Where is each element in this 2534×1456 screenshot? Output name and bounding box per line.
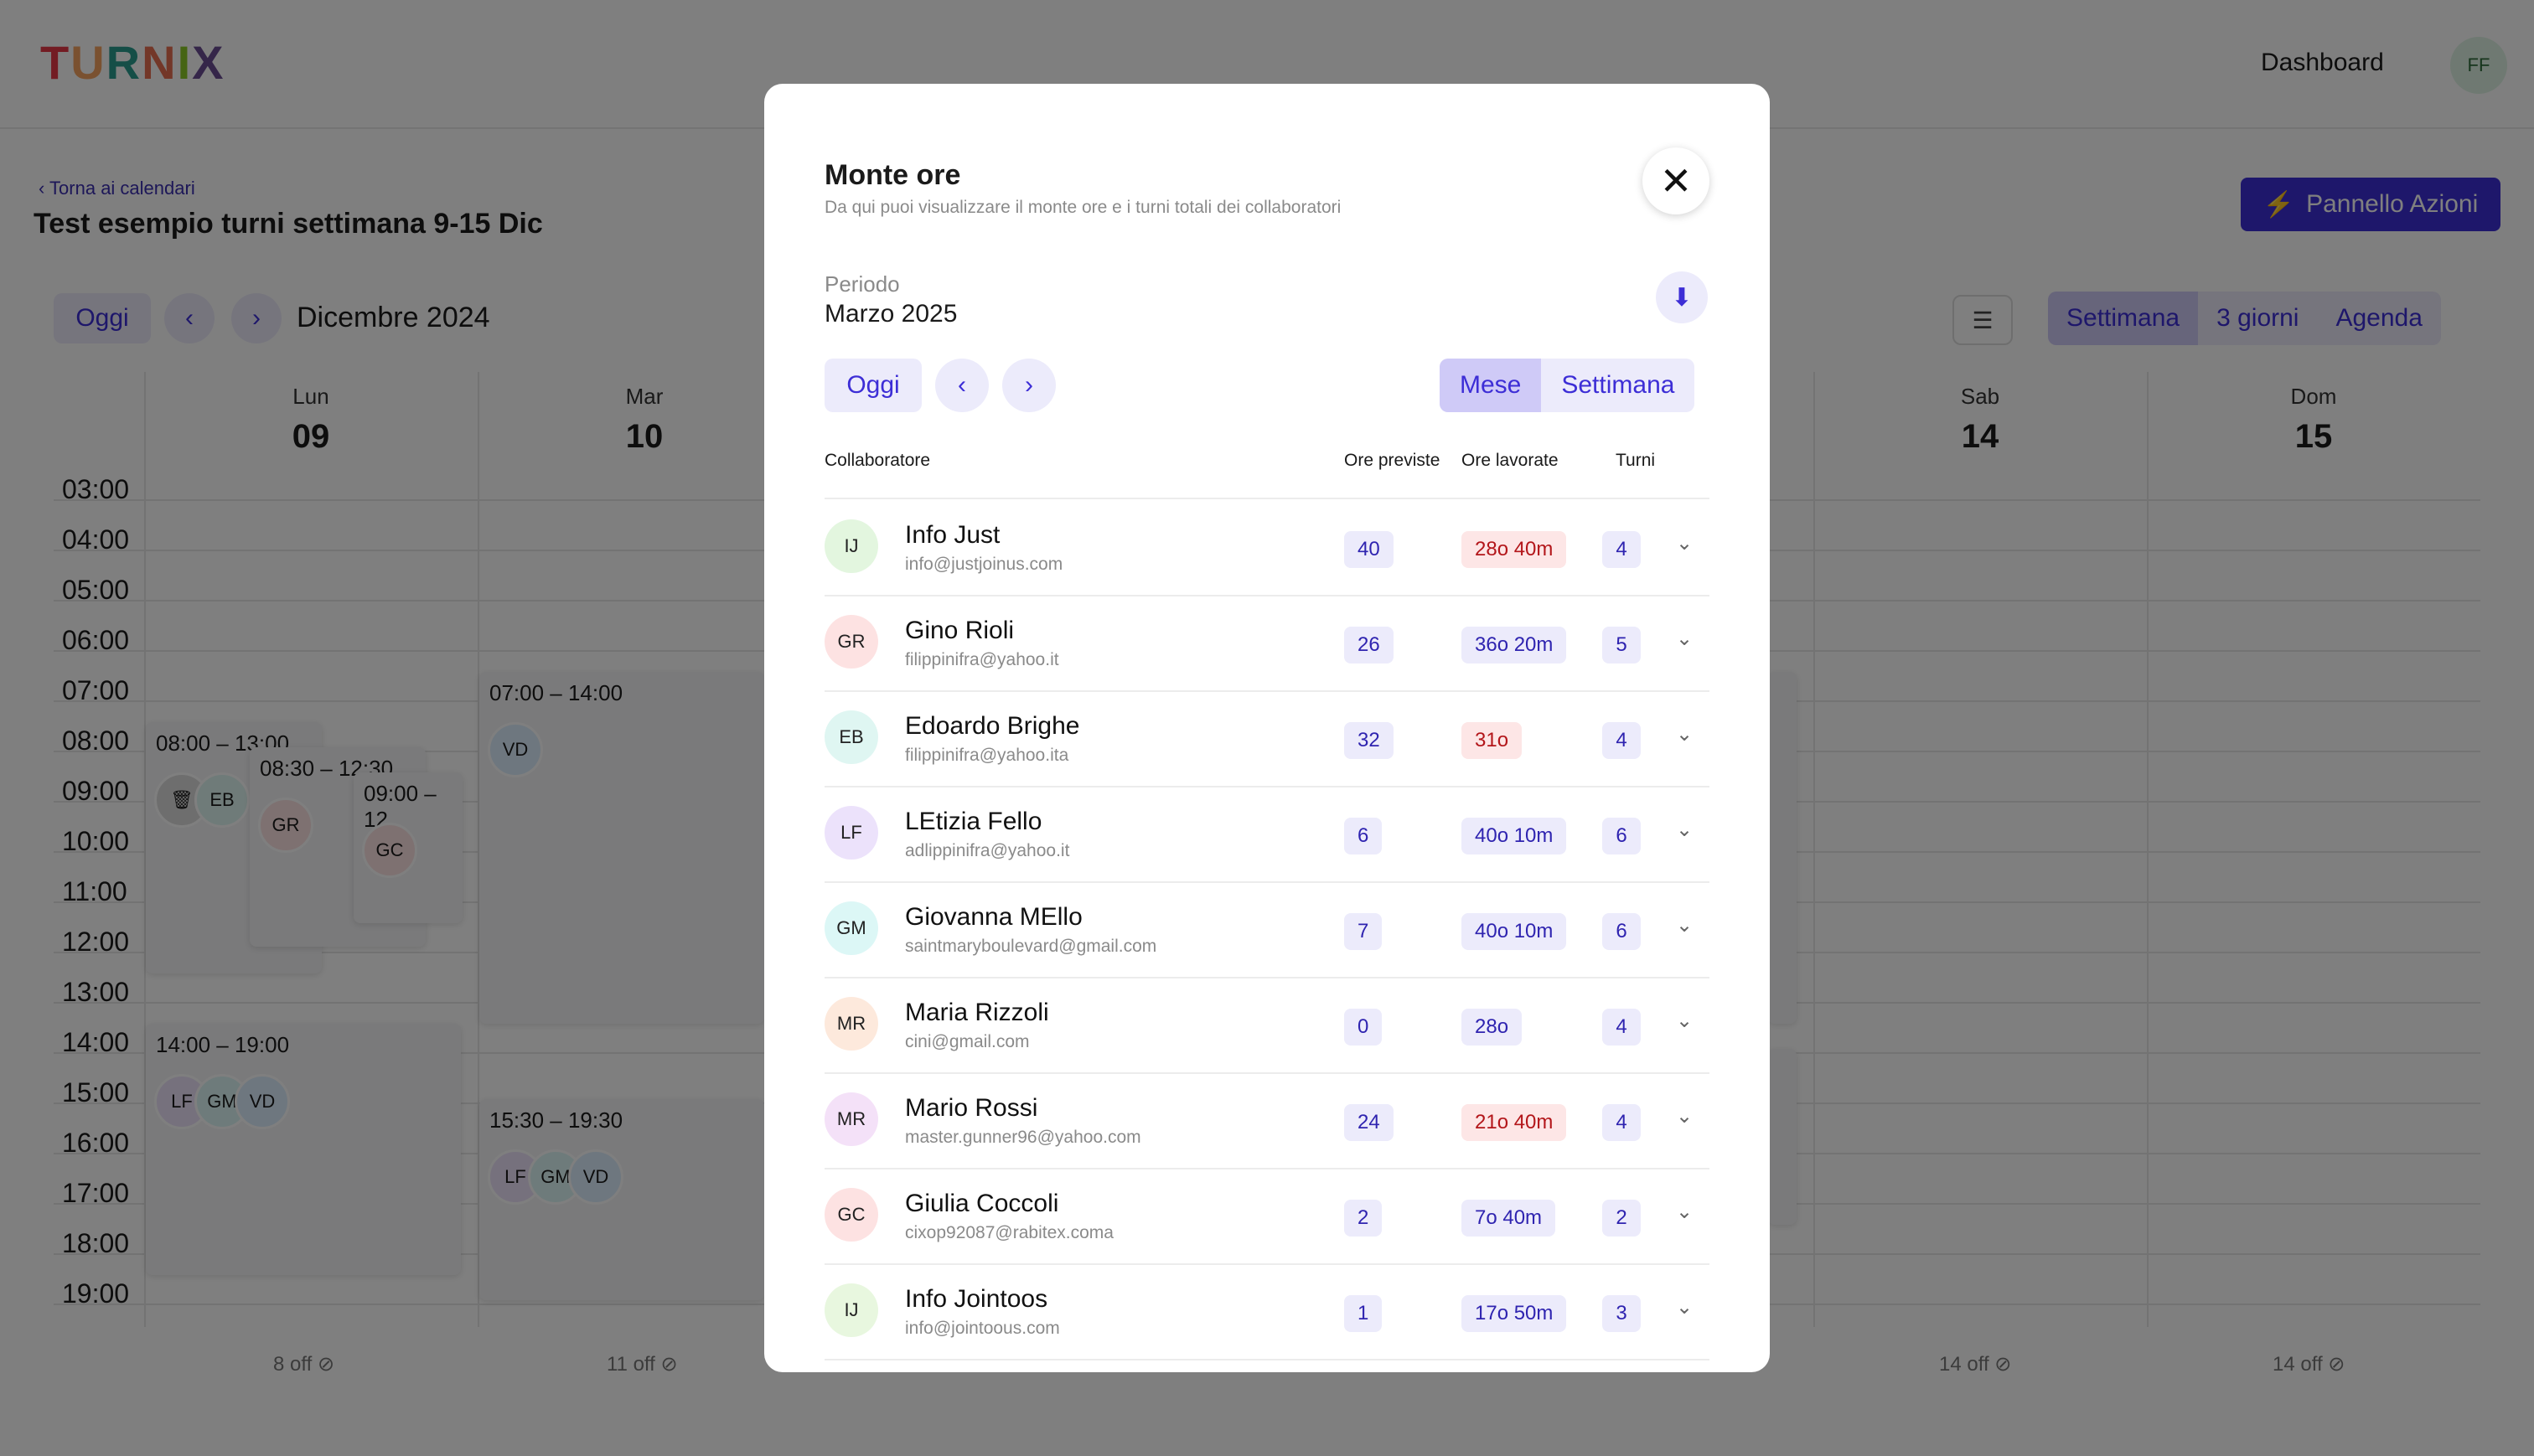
chevron-down-icon[interactable]: ⌄ xyxy=(1676,1296,1694,1319)
modal-prev-button[interactable]: ‹ xyxy=(935,359,989,412)
collaborator-name: Info Just xyxy=(905,521,1001,549)
planned-hours: 32 xyxy=(1344,722,1394,759)
avatar: EB xyxy=(825,710,878,764)
planned-hours: 24 xyxy=(1344,1104,1394,1141)
planned-hours: 6 xyxy=(1344,818,1383,854)
avatar: GM xyxy=(825,901,878,955)
shift-count: 4 xyxy=(1602,1009,1641,1046)
table-row[interactable]: MR Maria Rizzoli cini@gmail.com 0 28o 4 ⌄ xyxy=(825,977,1709,1074)
period-label: Periodo xyxy=(825,271,900,297)
close-icon: ✕ xyxy=(1659,159,1693,203)
collaborator-email: filippinifra@yahoo.it xyxy=(905,650,1059,669)
chevron-right-icon: › xyxy=(1025,371,1033,399)
shift-count: 4 xyxy=(1602,531,1641,568)
modal-next-button[interactable]: › xyxy=(1002,359,1056,412)
collaborator-name: Mario Rossi xyxy=(905,1094,1038,1122)
avatar: MR xyxy=(825,1092,878,1146)
collaborator-email: info@jointoous.com xyxy=(905,1319,1060,1338)
worked-hours: 40o 10m xyxy=(1461,818,1567,854)
planned-hours: 26 xyxy=(1344,627,1394,663)
worked-hours: 17o 50m xyxy=(1461,1295,1567,1332)
table-row[interactable]: GM Giovanna MEllo saintmaryboulevard@gmail… xyxy=(825,881,1709,978)
table-row[interactable]: IJ Info Jointoos info@jointoous.com 1 17o 50… xyxy=(825,1263,1709,1360)
planned-hours: 2 xyxy=(1344,1200,1383,1237)
shift-count: 6 xyxy=(1602,913,1641,950)
planned-hours: 7 xyxy=(1344,913,1383,950)
avatar: GC xyxy=(825,1188,878,1242)
column-header-worked: Ore lavorate xyxy=(1461,451,1559,470)
collaborator-name: LEtizia Fello xyxy=(905,808,1042,835)
chevron-down-icon[interactable]: ⌄ xyxy=(1676,1105,1694,1128)
shift-count: 5 xyxy=(1602,627,1641,663)
avatar: MR xyxy=(825,997,878,1051)
segment-week[interactable]: Settimana xyxy=(1561,371,1675,399)
planned-hours: 40 xyxy=(1344,531,1394,568)
collaborator-email: master.gunner96@yahoo.com xyxy=(905,1128,1141,1147)
collaborator-email: adlippinifra@yahoo.it xyxy=(905,841,1070,860)
period-segment: Mese Settimana xyxy=(1440,359,1695,412)
planned-hours: 1 xyxy=(1344,1295,1383,1332)
download-icon: ⬇ xyxy=(1671,283,1693,312)
column-header-shifts: Turni xyxy=(1616,451,1656,470)
modal-title: Monte ore xyxy=(825,159,961,191)
collaborator-name: Giovanna MEllo xyxy=(905,903,1083,931)
worked-hours: 28o xyxy=(1461,1009,1523,1046)
avatar: GR xyxy=(825,615,878,669)
shift-count: 6 xyxy=(1602,818,1641,854)
collaborator-email: filippinifra@yahoo.ita xyxy=(905,746,1069,765)
worked-hours: 28o 40m xyxy=(1461,531,1567,568)
planned-hours: 0 xyxy=(1344,1009,1383,1046)
avatar: IJ xyxy=(825,1283,878,1337)
collaborator-name: Info Jointoos xyxy=(905,1285,1048,1313)
collaborator-name: Maria Rizzoli xyxy=(905,999,1049,1026)
collaborator-name: Giulia Coccoli xyxy=(905,1190,1059,1217)
collaborator-email: cixop92087@rabitex.coma xyxy=(905,1223,1114,1242)
column-header-collaborator: Collaboratore xyxy=(825,451,931,470)
chevron-down-icon[interactable]: ⌄ xyxy=(1676,532,1694,555)
avatar: LF xyxy=(825,806,878,860)
shift-count: 2 xyxy=(1602,1200,1641,1237)
collaborator-name: Edoardo Brighe xyxy=(905,712,1080,740)
shift-count: 4 xyxy=(1602,1104,1641,1141)
download-button[interactable]: ⬇ xyxy=(1656,271,1708,323)
close-button[interactable]: ✕ xyxy=(1642,147,1709,214)
chevron-down-icon[interactable]: ⌄ xyxy=(1676,627,1694,650)
worked-hours: 31o xyxy=(1461,722,1523,759)
worked-hours: 40o 10m xyxy=(1461,913,1567,950)
worked-hours: 7o 40m xyxy=(1461,1200,1556,1237)
worked-hours: 36o 20m xyxy=(1461,627,1567,663)
worked-hours: 21o 40m xyxy=(1461,1104,1567,1141)
chevron-down-icon[interactable]: ⌄ xyxy=(1676,914,1694,937)
avatar: IJ xyxy=(825,519,878,573)
modal-subtitle: Da qui puoi visualizzare il monte ore e … xyxy=(825,198,1342,217)
column-header-planned: Ore previste xyxy=(1344,451,1440,470)
table-row[interactable]: IJ Info Just info@justjoinus.com 40 28o 40m 4… xyxy=(825,499,1709,596)
chevron-down-icon[interactable]: ⌄ xyxy=(1676,1009,1694,1032)
period-value: Marzo 2025 xyxy=(825,300,958,328)
segment-month[interactable]: Mese xyxy=(1440,359,1542,412)
collaborator-email: saintmaryboulevard@gmail.com xyxy=(905,937,1157,956)
collaborator-email: cini@gmail.com xyxy=(905,1032,1030,1051)
table-row[interactable]: MR Mario Rossi master.gunner96@yahoo.com 24… xyxy=(825,1072,1709,1169)
chevron-down-icon[interactable]: ⌄ xyxy=(1676,818,1694,841)
collaborator-email: info@justjoinus.com xyxy=(905,555,1063,574)
chevron-left-icon: ‹ xyxy=(958,371,966,399)
table-row[interactable]: GR Gino Rioli filippinifra@yahoo.it 26 36o 2… xyxy=(825,595,1709,692)
hours-bank-modal: Monte ore Da qui puoi visualizzare il mo… xyxy=(764,84,1770,1372)
modal-today-button[interactable]: Oggi xyxy=(825,359,922,412)
table-row[interactable]: EB Edoardo Brighe filippinifra@yahoo.ita 32… xyxy=(825,690,1709,787)
table-divider xyxy=(825,498,1709,499)
shift-count: 3 xyxy=(1602,1295,1641,1332)
table-row[interactable]: LF LEtizia Fello adlippinifra@yahoo.it 6 40o… xyxy=(825,786,1709,883)
collaborator-name: Gino Rioli xyxy=(905,617,1015,644)
shift-count: 4 xyxy=(1602,722,1641,759)
chevron-down-icon[interactable]: ⌄ xyxy=(1676,1200,1694,1223)
table-row[interactable]: GC Giulia Coccoli cixop92087@rabitex.coma 2… xyxy=(825,1168,1709,1265)
chevron-down-icon[interactable]: ⌄ xyxy=(1676,723,1694,746)
